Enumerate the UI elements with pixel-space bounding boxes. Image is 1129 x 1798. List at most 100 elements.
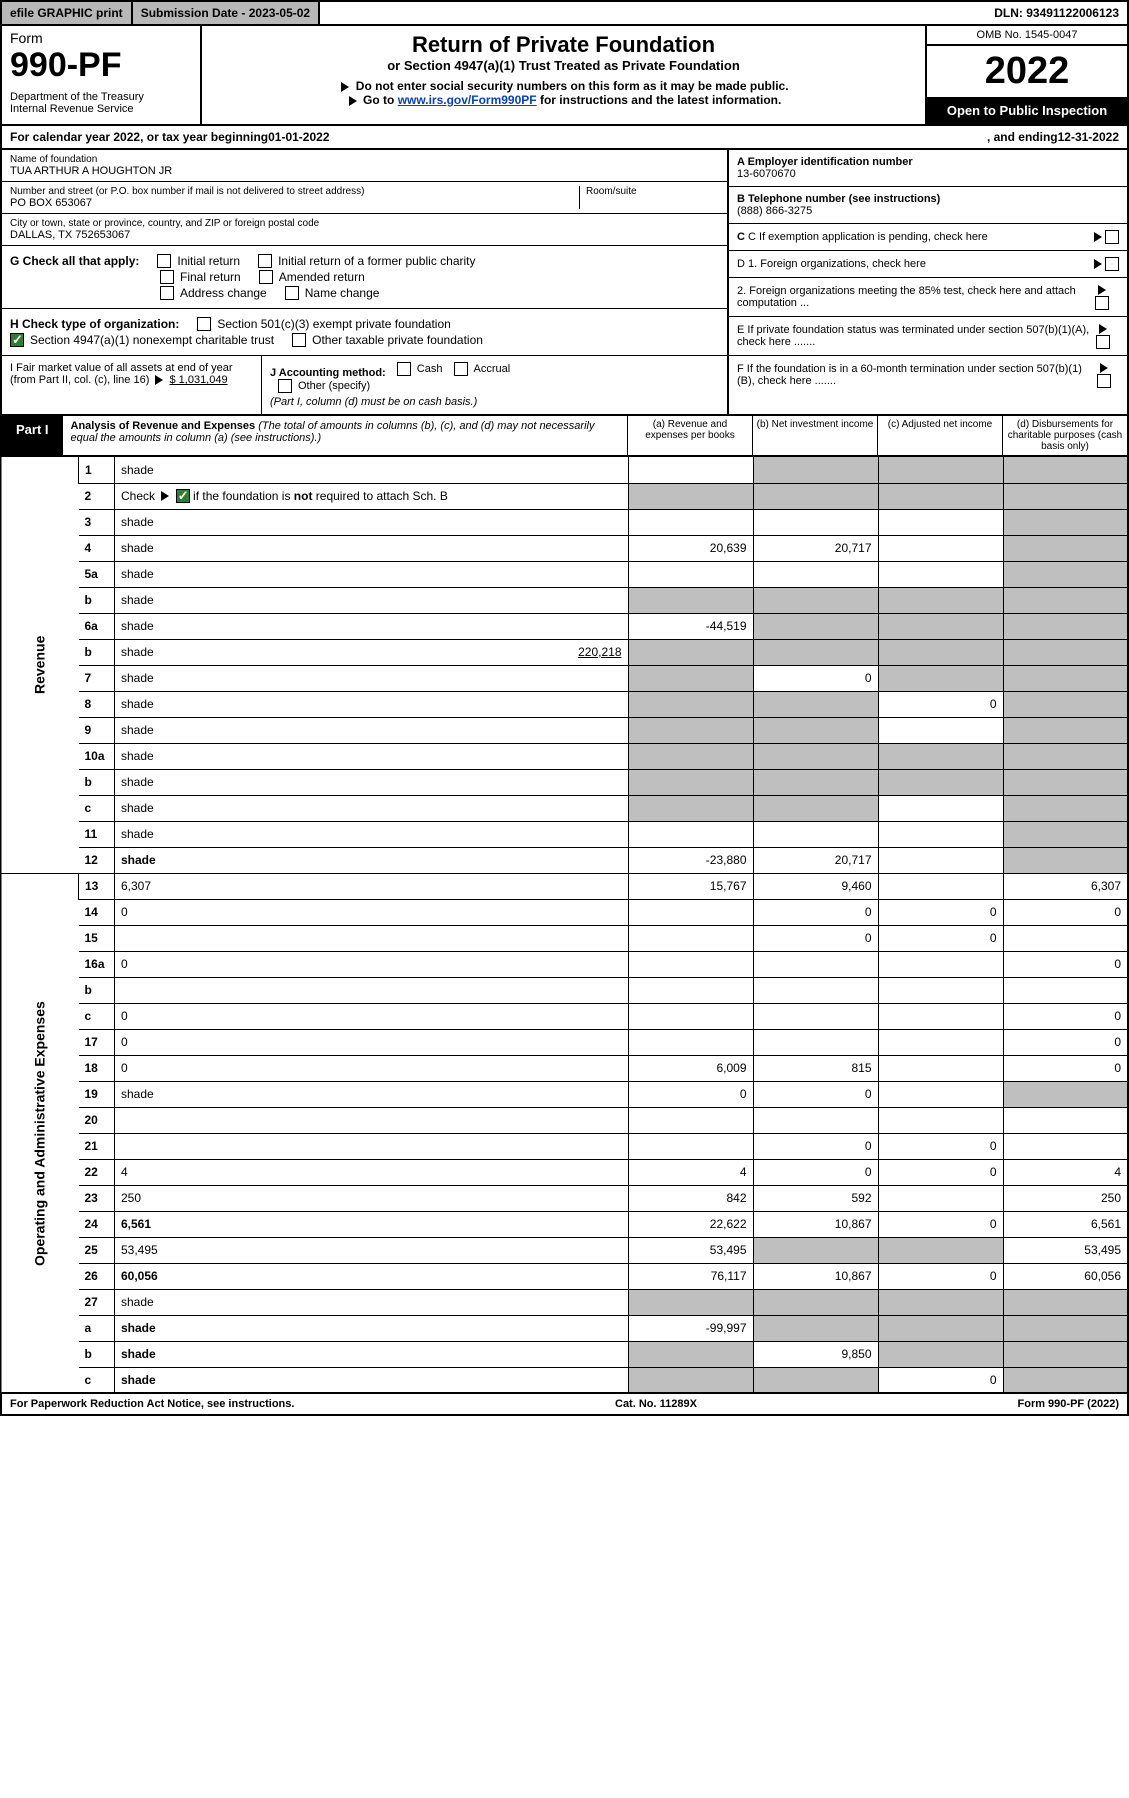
d2-85pct: 2. Foreign organizations meeting the 85%… bbox=[729, 278, 1127, 317]
line-description: shade bbox=[115, 847, 629, 873]
checkbox-former-charity[interactable] bbox=[258, 254, 272, 268]
checkbox-d1[interactable] bbox=[1105, 257, 1119, 271]
checkbox-c[interactable] bbox=[1105, 230, 1119, 244]
line-description: shade bbox=[115, 1081, 629, 1107]
line-description: shade bbox=[115, 1367, 629, 1393]
table-row: 2Check if the foundation is not required… bbox=[1, 483, 1128, 509]
line-description: 4 bbox=[115, 1159, 629, 1185]
note-goto-pre: Go to bbox=[363, 93, 398, 107]
line-number: c bbox=[79, 1367, 115, 1393]
footer-mid: Cat. No. 11289X bbox=[615, 1398, 697, 1410]
j-lead: J Accounting method: bbox=[270, 367, 386, 379]
col-c-hdr: (c) Adjusted net income bbox=[877, 416, 1002, 455]
triangle-icon bbox=[349, 96, 357, 106]
triangle-icon bbox=[1099, 324, 1107, 334]
g-opt-5: Name change bbox=[305, 286, 380, 300]
checkbox-cash[interactable] bbox=[397, 362, 411, 376]
line-number: 15 bbox=[79, 925, 115, 951]
line-number: 12 bbox=[79, 847, 115, 873]
table-row: 2660,05676,11710,867060,056 bbox=[1, 1263, 1128, 1289]
table-row: 1700 bbox=[1, 1029, 1128, 1055]
table-row: Operating and Administrative Expenses136… bbox=[1, 873, 1128, 899]
line-number: 26 bbox=[79, 1263, 115, 1289]
line-number: b bbox=[79, 587, 115, 613]
entity-info-block: Name of foundation TUA ARTHUR A HOUGHTON… bbox=[0, 150, 1129, 416]
line-description: shade bbox=[115, 1315, 629, 1341]
table-row: 19shade00 bbox=[1, 1081, 1128, 1107]
part1-header: Part I Analysis of Revenue and Expenses … bbox=[0, 416, 1129, 457]
checkbox-other-method[interactable] bbox=[278, 379, 292, 393]
line-number: 14 bbox=[79, 899, 115, 925]
table-row: 2553,49553,49553,495 bbox=[1, 1237, 1128, 1263]
cal-pre: For calendar year 2022, or tax year begi… bbox=[10, 130, 268, 144]
irs-link[interactable]: www.irs.gov/Form990PF bbox=[398, 93, 537, 107]
footer-right: Form 990-PF (2022) bbox=[1018, 1398, 1119, 1410]
col-d-hdr: (d) Disbursements for charitable purpose… bbox=[1002, 416, 1127, 455]
address-label: Number and street (or P.O. box number if… bbox=[10, 186, 579, 197]
phone-value: (888) 866-3275 bbox=[737, 205, 812, 217]
line-description bbox=[115, 977, 629, 1003]
line-description: 53,495 bbox=[115, 1237, 629, 1263]
checkbox-4947a1[interactable] bbox=[10, 333, 24, 347]
line-description: shade bbox=[115, 717, 629, 743]
table-row: bshade220,218 bbox=[1, 639, 1128, 665]
line-description: shade bbox=[115, 743, 629, 769]
part1-desc: Analysis of Revenue and Expenses (The to… bbox=[63, 416, 627, 455]
note-no-ssn: Do not enter social security numbers on … bbox=[356, 79, 789, 93]
h-opt1: Section 501(c)(3) exempt private foundat… bbox=[217, 317, 450, 331]
line-description: 0 bbox=[115, 899, 629, 925]
line-description: shade bbox=[115, 587, 629, 613]
e-terminated: E If private foundation status was termi… bbox=[729, 317, 1127, 356]
checkbox-e[interactable] bbox=[1096, 335, 1110, 349]
checkbox-final-return[interactable] bbox=[160, 270, 174, 284]
checkbox-name-change[interactable] bbox=[285, 286, 299, 300]
dln: DLN: 93491122006123 bbox=[986, 2, 1127, 24]
line-number: 27 bbox=[79, 1289, 115, 1315]
table-row: 2244004 bbox=[1, 1159, 1128, 1185]
j-accrual: Accrual bbox=[474, 363, 511, 375]
line-description bbox=[115, 1107, 629, 1133]
checkbox-accrual[interactable] bbox=[454, 362, 468, 376]
form-notes: Do not enter social security numbers on … bbox=[212, 79, 915, 107]
h-opt3: Other taxable private foundation bbox=[312, 333, 483, 347]
table-row: 9shade bbox=[1, 717, 1128, 743]
checkbox-address-change[interactable] bbox=[160, 286, 174, 300]
checkbox-amended-return[interactable] bbox=[259, 270, 273, 284]
city-value: DALLAS, TX 752653067 bbox=[10, 229, 719, 241]
checkbox-d2[interactable] bbox=[1095, 296, 1109, 310]
line-description: 60,056 bbox=[115, 1263, 629, 1289]
table-row: bshade bbox=[1, 769, 1128, 795]
table-row: 20 bbox=[1, 1107, 1128, 1133]
efile-print-button[interactable]: efile GRAPHIC print bbox=[2, 2, 133, 24]
form-word: Form bbox=[10, 30, 192, 46]
line-number: 25 bbox=[79, 1237, 115, 1263]
foundation-name: TUA ARTHUR A HOUGHTON JR bbox=[10, 165, 719, 177]
city-label: City or town, state or province, country… bbox=[10, 218, 719, 229]
line-description: shade bbox=[115, 509, 629, 535]
checkbox-501c3[interactable] bbox=[197, 317, 211, 331]
line-description: 6,561 bbox=[115, 1211, 629, 1237]
line-number: 3 bbox=[79, 509, 115, 535]
col-b-hdr: (b) Net investment income bbox=[752, 416, 877, 455]
table-row: 4shade20,63920,717 bbox=[1, 535, 1128, 561]
table-row: ashade-99,997 bbox=[1, 1315, 1128, 1341]
checkbox-other-taxable[interactable] bbox=[292, 333, 306, 347]
d2-label: 2. Foreign organizations meeting the 85%… bbox=[737, 285, 1089, 309]
phone-cell: B Telephone number (see instructions) (8… bbox=[729, 187, 1127, 224]
table-row: 1500 bbox=[1, 925, 1128, 951]
line-number: 9 bbox=[79, 717, 115, 743]
line-number: 23 bbox=[79, 1185, 115, 1211]
submission-date-label: Submission Date - bbox=[141, 6, 249, 20]
table-row: b bbox=[1, 977, 1128, 1003]
part1-table: Revenue1shade2Check if the foundation is… bbox=[0, 457, 1129, 1394]
table-row: Revenue1shade bbox=[1, 457, 1128, 483]
checkbox-initial-return[interactable] bbox=[157, 254, 171, 268]
line-number: 4 bbox=[79, 535, 115, 561]
dln-label: DLN: bbox=[994, 6, 1026, 20]
triangle-icon bbox=[1100, 363, 1108, 373]
checkbox-f[interactable] bbox=[1097, 374, 1111, 388]
line-number: 16a bbox=[79, 951, 115, 977]
line-description: 0 bbox=[115, 1029, 629, 1055]
line-description: shade bbox=[115, 821, 629, 847]
dept-treasury: Department of the Treasury Internal Reve… bbox=[10, 91, 192, 115]
